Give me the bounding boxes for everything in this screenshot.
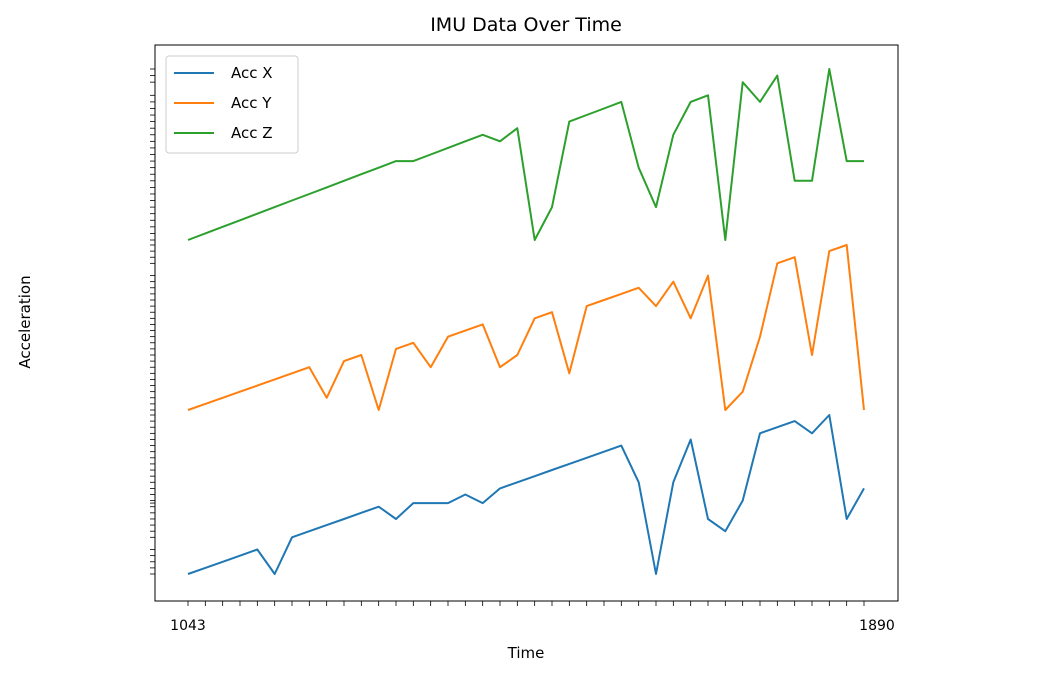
plot-frame bbox=[154, 44, 899, 602]
x-axis-label: Time bbox=[507, 644, 545, 662]
legend-label-acc-z: Acc Z bbox=[231, 124, 273, 142]
series-line-acc-x bbox=[187, 414, 865, 575]
y-axis-label: Acceleration bbox=[16, 275, 34, 368]
series-lines bbox=[187, 68, 865, 575]
y-ticks bbox=[150, 68, 155, 575]
x-tick-label-last: 1890 bbox=[859, 618, 895, 634]
x-ticks bbox=[187, 601, 865, 606]
x-tick-label-first: 1043 bbox=[170, 618, 206, 634]
series-line-acc-y bbox=[187, 244, 865, 411]
chart-title: IMU Data Over Time bbox=[430, 14, 622, 36]
legend-box bbox=[165, 55, 299, 154]
legend-label-acc-x: Acc X bbox=[231, 64, 273, 82]
legend-label-acc-y: Acc Y bbox=[231, 94, 272, 112]
legend: Acc X Acc Y Acc Z bbox=[165, 55, 299, 154]
series-line-acc-z bbox=[187, 68, 864, 241]
